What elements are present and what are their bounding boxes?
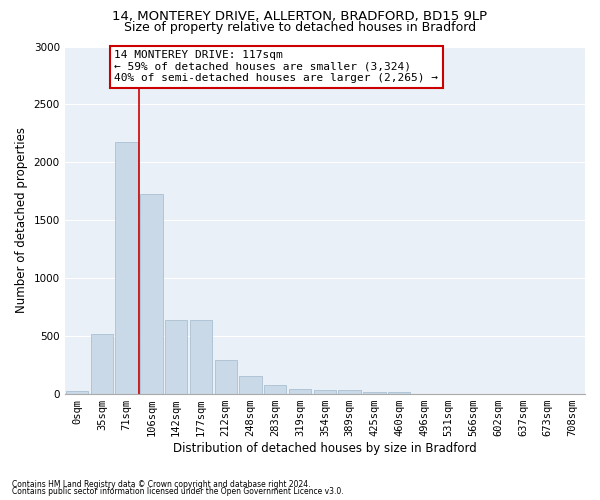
Bar xyxy=(165,320,187,394)
Text: 14, MONTEREY DRIVE, ALLERTON, BRADFORD, BD15 9LP: 14, MONTEREY DRIVE, ALLERTON, BRADFORD, … xyxy=(112,10,488,23)
Text: Contains public sector information licensed under the Open Government Licence v3: Contains public sector information licen… xyxy=(12,487,344,496)
Bar xyxy=(264,385,286,394)
Text: Contains HM Land Registry data © Crown copyright and database right 2024.: Contains HM Land Registry data © Crown c… xyxy=(12,480,311,489)
Bar xyxy=(190,320,212,394)
Bar xyxy=(91,334,113,394)
Bar xyxy=(66,391,88,394)
Bar xyxy=(115,142,138,394)
Y-axis label: Number of detached properties: Number of detached properties xyxy=(15,128,28,314)
Bar xyxy=(215,360,237,394)
Text: 14 MONTEREY DRIVE: 117sqm
← 59% of detached houses are smaller (3,324)
40% of se: 14 MONTEREY DRIVE: 117sqm ← 59% of detac… xyxy=(114,50,438,83)
Bar xyxy=(289,389,311,394)
X-axis label: Distribution of detached houses by size in Bradford: Distribution of detached houses by size … xyxy=(173,442,477,455)
Bar xyxy=(140,194,163,394)
Bar xyxy=(239,376,262,394)
Text: Size of property relative to detached houses in Bradford: Size of property relative to detached ho… xyxy=(124,22,476,35)
Bar xyxy=(338,390,361,394)
Bar xyxy=(388,392,410,394)
Bar xyxy=(363,392,386,394)
Bar xyxy=(314,390,336,394)
